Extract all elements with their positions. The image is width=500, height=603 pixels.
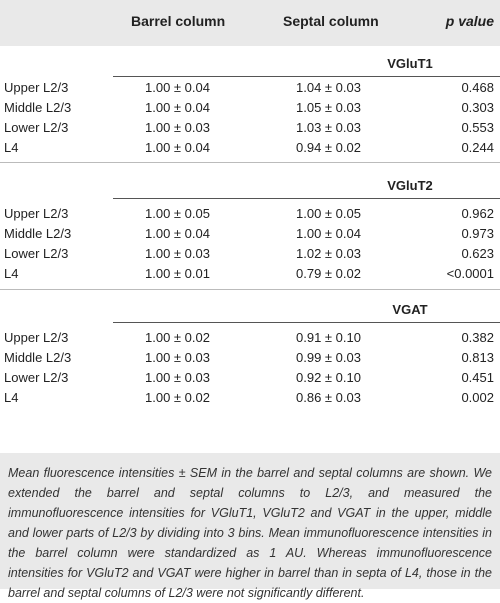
table-row: L4 1.00 ± 0.01 0.79 ± 0.02 <0.0001	[0, 266, 500, 286]
barrel-value: 1.00 ± 0.05	[145, 206, 210, 221]
section-divider	[0, 289, 500, 290]
row-label: Lower L2/3	[4, 370, 69, 385]
septal-value: 1.00 ± 0.05	[296, 206, 361, 221]
barrel-value: 1.00 ± 0.01	[145, 266, 210, 281]
p-value: 0.553	[461, 120, 494, 135]
row-label: Lower L2/3	[4, 120, 69, 135]
barrel-value: 1.00 ± 0.03	[145, 120, 210, 135]
p-value: 0.623	[461, 246, 494, 261]
table-footnote: Mean fluorescence intensities ± SEM in t…	[0, 453, 500, 600]
row-label: L4	[4, 266, 19, 281]
p-value: 0.813	[461, 350, 494, 365]
table-row: Lower L2/3 1.00 ± 0.03 1.03 ± 0.03 0.553	[0, 120, 500, 140]
table-row: Lower L2/3 1.00 ± 0.03 1.02 ± 0.03 0.623	[0, 246, 500, 266]
header-barrel-column: Barrel column	[131, 13, 226, 29]
row-label: Lower L2/3	[4, 246, 69, 261]
section-title: VGluT1	[387, 56, 433, 71]
section-title: VGluT2	[387, 178, 433, 193]
table-row: Upper L2/3 1.00 ± 0.05 1.00 ± 0.05 0.962	[0, 206, 500, 226]
barrel-value: 1.00 ± 0.03	[145, 246, 210, 261]
septal-value: 0.91 ± 0.10	[296, 330, 361, 345]
row-label: Middle L2/3	[4, 100, 72, 115]
row-label: Upper L2/3	[4, 330, 69, 345]
septal-value: 0.86 ± 0.03	[296, 390, 361, 405]
septal-value: 0.99 ± 0.03	[296, 350, 361, 365]
table-row: Middle L2/3 1.00 ± 0.04 1.05 ± 0.03 0.30…	[0, 100, 500, 120]
septal-value: 1.03 ± 0.03	[296, 120, 361, 135]
septal-value: 0.94 ± 0.02	[296, 140, 361, 155]
row-label: Middle L2/3	[4, 350, 72, 365]
table-header: Barrel column Septal column p value	[0, 0, 500, 46]
p-value: <0.0001	[446, 266, 494, 281]
septal-value: 1.04 ± 0.03	[296, 80, 361, 95]
p-value: 0.382	[461, 330, 494, 345]
table-row: Lower L2/3 1.00 ± 0.03 0.92 ± 0.10 0.451	[0, 370, 500, 390]
septal-value: 1.00 ± 0.04	[296, 226, 361, 241]
footnote-text: Mean fluorescence intensities ± SEM in t…	[8, 466, 492, 600]
section-rule	[113, 76, 500, 77]
row-label: Upper L2/3	[4, 206, 69, 221]
barrel-value: 1.00 ± 0.04	[145, 100, 210, 115]
septal-value: 1.05 ± 0.03	[296, 100, 361, 115]
barrel-value: 1.00 ± 0.04	[145, 140, 210, 155]
row-label: Upper L2/3	[4, 80, 69, 95]
table-row: Middle L2/3 1.00 ± 0.04 1.00 ± 0.04 0.97…	[0, 226, 500, 246]
barrel-value: 1.00 ± 0.04	[145, 226, 210, 241]
header-p-value: p value	[445, 13, 494, 29]
barrel-value: 1.00 ± 0.02	[145, 390, 210, 405]
p-value: 0.973	[461, 226, 494, 241]
p-value: 0.468	[461, 80, 494, 95]
section-rule	[113, 322, 500, 323]
row-label: L4	[4, 390, 19, 405]
septal-value: 0.92 ± 0.10	[296, 370, 361, 385]
barrel-value: 1.00 ± 0.02	[145, 330, 210, 345]
septal-value: 1.02 ± 0.03	[296, 246, 361, 261]
p-value: 0.962	[461, 206, 494, 221]
section-divider	[0, 162, 500, 163]
section-rule	[113, 198, 500, 199]
table-row: L4 1.00 ± 0.04 0.94 ± 0.02 0.244	[0, 140, 500, 160]
p-value: 0.451	[461, 370, 494, 385]
barrel-value: 1.00 ± 0.04	[145, 80, 210, 95]
table-row: Upper L2/3 1.00 ± 0.02 0.91 ± 0.10 0.382	[0, 330, 500, 350]
header-septal-column: Septal column	[283, 13, 379, 29]
table-row: L4 1.00 ± 0.02 0.86 ± 0.03 0.002	[0, 390, 500, 410]
p-value: 0.002	[461, 390, 494, 405]
table-row: Upper L2/3 1.00 ± 0.04 1.04 ± 0.03 0.468	[0, 80, 500, 100]
section-title: VGAT	[392, 302, 428, 317]
table-row: Middle L2/3 1.00 ± 0.03 0.99 ± 0.03 0.81…	[0, 350, 500, 370]
p-value: 0.303	[461, 100, 494, 115]
row-label: L4	[4, 140, 19, 155]
p-value: 0.244	[461, 140, 494, 155]
septal-value: 0.79 ± 0.02	[296, 266, 361, 281]
row-label: Middle L2/3	[4, 226, 72, 241]
barrel-value: 1.00 ± 0.03	[145, 350, 210, 365]
barrel-value: 1.00 ± 0.03	[145, 370, 210, 385]
